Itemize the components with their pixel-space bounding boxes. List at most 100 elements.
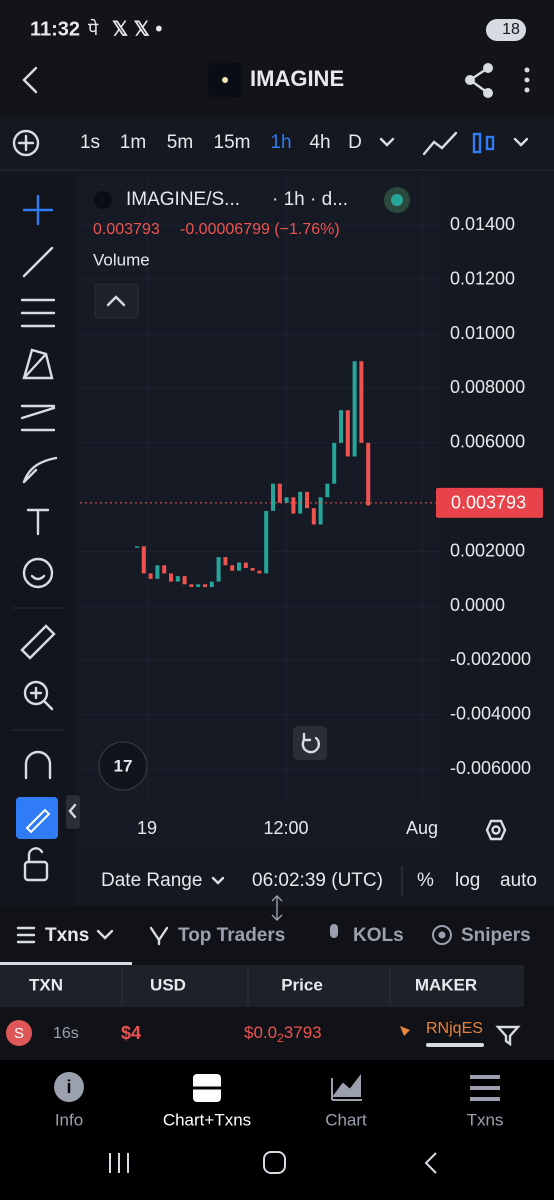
table-header bbox=[0, 965, 524, 1007]
reset-button[interactable] bbox=[293, 726, 327, 760]
candle bbox=[325, 483, 330, 498]
txn-maker[interactable]: RNjqES bbox=[426, 1020, 483, 1037]
tab-underline bbox=[0, 962, 132, 965]
y-tick-label: -0.002000 bbox=[450, 649, 531, 669]
menu-button[interactable] bbox=[524, 67, 530, 93]
interval[interactable]: 15m bbox=[214, 132, 251, 153]
x-tick-label: Aug bbox=[406, 818, 438, 838]
percent-toggle[interactable]: % bbox=[417, 870, 434, 891]
nav-labels: Info Chart+Txns Chart Txns bbox=[55, 1110, 504, 1129]
y-tick-label: 0.002000 bbox=[450, 540, 525, 560]
status-extra: पे bbox=[88, 18, 99, 39]
back-button[interactable] bbox=[22, 66, 38, 94]
interval[interactable]: 1m bbox=[120, 132, 146, 153]
header-title: IMAGINE bbox=[250, 66, 344, 91]
date-range[interactable]: Date Range bbox=[101, 870, 202, 891]
candle-chart-button[interactable] bbox=[472, 132, 495, 154]
tab[interactable]: Snipers bbox=[461, 925, 531, 946]
maker-filter[interactable] bbox=[495, 1025, 521, 1047]
plot-area bbox=[80, 175, 440, 850]
last-price-box bbox=[436, 487, 543, 518]
battery bbox=[486, 19, 526, 41]
tab-icon bbox=[330, 924, 338, 938]
candle bbox=[169, 573, 173, 582]
line-chart-button[interactable] bbox=[422, 131, 458, 156]
tab[interactable]: Txns bbox=[45, 925, 89, 946]
auto-toggle[interactable]: auto bbox=[500, 870, 537, 891]
collapse-legend[interactable] bbox=[94, 283, 139, 319]
interval-dropdown[interactable] bbox=[379, 137, 395, 147]
panel-toggle[interactable] bbox=[66, 795, 80, 829]
table-header: MAKER bbox=[415, 975, 477, 994]
tab-icon bbox=[438, 931, 446, 939]
price-zeros: 2 bbox=[277, 1031, 284, 1045]
table-headers: TXN USD Price MAKER bbox=[29, 967, 477, 1005]
settings-button[interactable] bbox=[485, 819, 507, 841]
legend-indicator: Volume bbox=[93, 250, 150, 269]
txn-type: S bbox=[14, 1025, 24, 1042]
interval[interactable]: 1h bbox=[270, 132, 291, 153]
y-tick-label: 0.006000 bbox=[450, 432, 525, 452]
token-logo-star bbox=[222, 77, 228, 83]
candle bbox=[359, 361, 364, 443]
candle bbox=[141, 546, 146, 574]
interval[interactable]: D bbox=[348, 132, 362, 153]
tv-logo-mark: 17 bbox=[114, 756, 133, 775]
nav-icon bbox=[470, 1075, 500, 1101]
interval-bar: 1s 1m 5m 15m 1h 4h D bbox=[80, 132, 362, 153]
draw-mode-icon bbox=[25, 808, 51, 834]
legend-price: 0.003793 bbox=[93, 221, 160, 238]
nav-icon bbox=[331, 1074, 362, 1101]
resize-handle[interactable] bbox=[271, 895, 283, 921]
candle bbox=[135, 546, 139, 548]
nav-label[interactable]: Info bbox=[55, 1110, 83, 1129]
nav-icon-glyph: i bbox=[66, 1077, 71, 1097]
tab[interactable]: Top Traders bbox=[178, 925, 285, 946]
status-icons: 𝕏 𝕏 • bbox=[112, 18, 162, 40]
candle bbox=[203, 584, 207, 588]
maker-bar bbox=[426, 1043, 484, 1047]
txn-usd: $4 bbox=[121, 1023, 141, 1043]
add-indicator[interactable] bbox=[12, 129, 40, 157]
collapse-icon bbox=[106, 295, 126, 307]
tab-dropdown bbox=[96, 929, 114, 940]
sys-back[interactable] bbox=[424, 1152, 437, 1174]
y-tick-label: -0.004000 bbox=[450, 704, 531, 724]
candle bbox=[339, 410, 343, 443]
y-tick-label: -0.006000 bbox=[450, 758, 531, 778]
nav-label[interactable]: Chart+Txns bbox=[163, 1110, 251, 1129]
candle bbox=[352, 361, 357, 457]
nav-label[interactable]: Txns bbox=[467, 1110, 504, 1129]
top-bar bbox=[0, 0, 554, 115]
y-tick-label: 0.0000 bbox=[450, 595, 505, 615]
plot bbox=[80, 175, 440, 805]
candle bbox=[291, 497, 296, 514]
drawing-tools[interactable] bbox=[20, 194, 58, 882]
x-tick-label: 12:00 bbox=[263, 818, 308, 838]
sys-recents[interactable] bbox=[109, 1153, 129, 1173]
nav-icon bbox=[54, 1072, 84, 1102]
status-dot bbox=[391, 194, 403, 206]
candle bbox=[250, 567, 255, 571]
share-button[interactable] bbox=[465, 63, 493, 98]
candle bbox=[175, 576, 180, 582]
tab[interactable]: KOLs bbox=[353, 925, 404, 946]
tabs: Txns Top Traders KOLs Snipers bbox=[45, 925, 531, 946]
price-digits: 3793 bbox=[284, 1023, 322, 1042]
log-toggle[interactable]: log bbox=[455, 870, 480, 891]
panel-toggle-icon bbox=[68, 803, 77, 819]
tab-icon bbox=[149, 926, 169, 946]
nav-label[interactable]: Chart bbox=[325, 1110, 367, 1129]
interval[interactable]: 5m bbox=[167, 132, 193, 153]
table-header: TXN bbox=[29, 975, 63, 994]
candle bbox=[223, 557, 228, 566]
interval[interactable]: 4h bbox=[309, 132, 330, 153]
y-tick-label: 0.01000 bbox=[450, 323, 515, 343]
candle bbox=[148, 573, 153, 579]
y-tick-label: 0.01400 bbox=[450, 214, 515, 234]
chart-type-dropdown[interactable] bbox=[513, 137, 529, 147]
candle bbox=[155, 565, 160, 579]
sys-home[interactable] bbox=[263, 1151, 286, 1174]
interval[interactable]: 1s bbox=[80, 132, 100, 153]
candle bbox=[237, 562, 241, 571]
